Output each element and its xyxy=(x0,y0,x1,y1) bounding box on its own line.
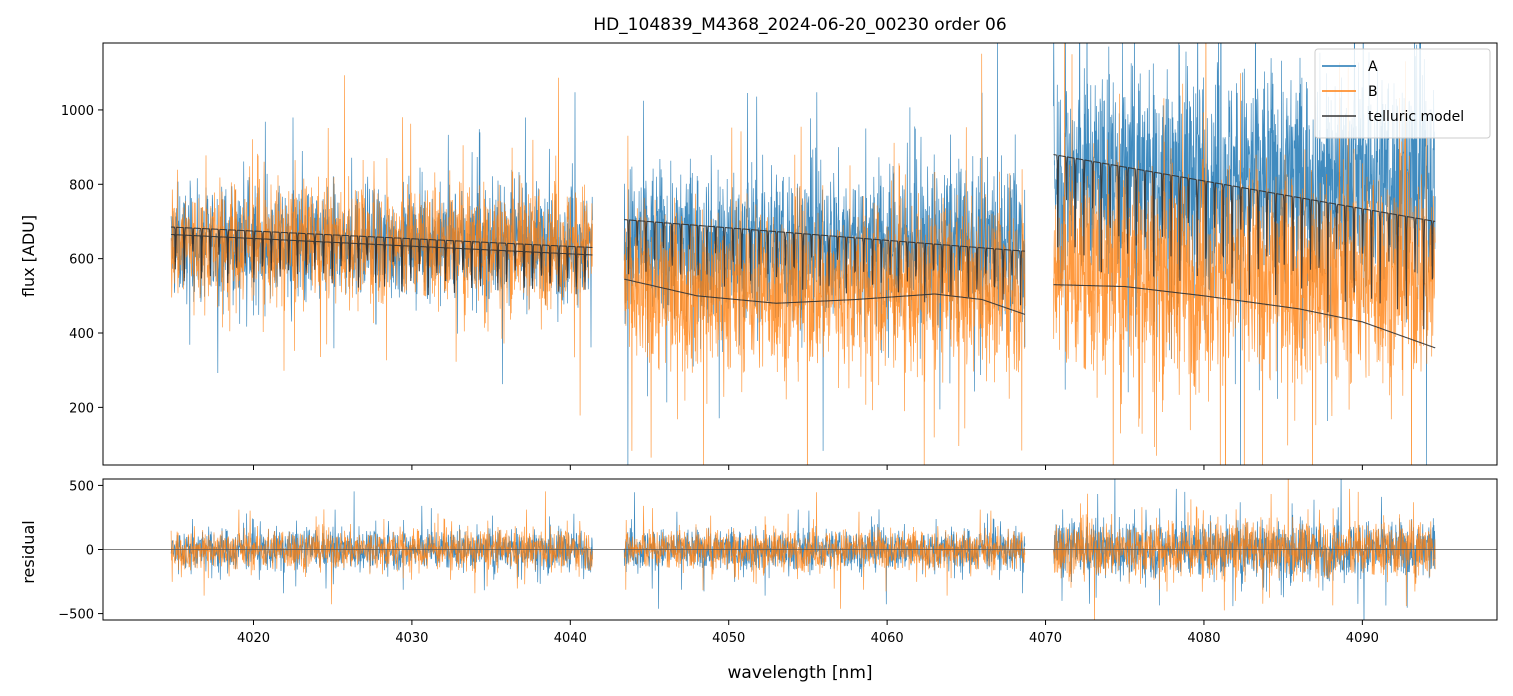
x-tick-label: 4070 xyxy=(1029,631,1062,646)
x-tick-label: 4060 xyxy=(871,631,904,646)
telluric-model-curve-4 xyxy=(624,278,1026,315)
x-tick-label: 4030 xyxy=(395,631,428,646)
flux-y-tick-label: 400 xyxy=(69,327,94,342)
x-axis-label: wavelength [nm] xyxy=(727,663,872,683)
series-a-line-seg2 xyxy=(623,43,1026,465)
residual-y-ticks: −500 0 500 xyxy=(58,479,103,623)
residual-series-group xyxy=(103,479,1497,620)
x-tick-label: 4040 xyxy=(554,631,587,646)
residual-panel: −500 0 500 4020 4030 4040 4050 4060 4070 4080 409… xyxy=(19,478,1498,683)
series-a-line-seg3 xyxy=(1053,43,1436,465)
legend-label-a: A xyxy=(1368,59,1378,75)
flux-y-tick-label: 600 xyxy=(69,253,94,268)
flux-y-tick-label: 800 xyxy=(69,178,94,193)
x-tick-label: 4080 xyxy=(1187,631,1220,646)
flux-y-ticks: 200 400 600 800 1000 xyxy=(61,104,103,416)
residual-y-axis-label: residual xyxy=(19,520,38,583)
telluric-model-curve-2 xyxy=(171,233,593,296)
residual-y-tick-label: 0 xyxy=(86,544,94,559)
flux-series-group xyxy=(170,43,1436,465)
flux-y-tick-label: 1000 xyxy=(61,104,94,119)
flux-panel-frame xyxy=(102,42,1498,466)
flux-y-axis-label: flux [ADU] xyxy=(19,215,38,297)
legend-label-b: B xyxy=(1368,84,1378,100)
residual-y-tick-label: −500 xyxy=(58,608,94,623)
residual-b-line-seg2 xyxy=(623,492,1026,609)
residual-y-tick-label: 500 xyxy=(69,479,94,494)
telluric-model-curve-5 xyxy=(1053,153,1436,330)
x-tick-label: 4020 xyxy=(237,631,270,646)
flux-y-tick-label: 200 xyxy=(69,401,94,416)
legend-label-telluric-model: telluric model xyxy=(1368,109,1464,125)
series-b-line-seg2 xyxy=(623,53,1026,465)
chart-title: HD_104839_M4368_2024-06-20_00230 order 0… xyxy=(593,15,1006,35)
residual-b-line-seg1 xyxy=(170,491,593,605)
x-tick-label: 4050 xyxy=(712,631,745,646)
x-tick-label: 4090 xyxy=(1346,631,1379,646)
residual-x-ticks: 4020 4030 4040 4050 4060 4070 4080 4090 xyxy=(237,620,1379,646)
legend-box xyxy=(1314,48,1491,139)
telluric-model-curve-6 xyxy=(1053,284,1436,349)
series-b-line-seg1 xyxy=(170,75,593,416)
residual-b-line-seg3 xyxy=(1053,479,1436,620)
flux-panel: 200 400 600 800 1000 flux [ADU] xyxy=(19,42,1498,470)
flux-x-ticks xyxy=(252,465,1363,470)
telluric-model-curve-3 xyxy=(624,219,1025,306)
telluric-model-curve-1 xyxy=(170,226,593,288)
